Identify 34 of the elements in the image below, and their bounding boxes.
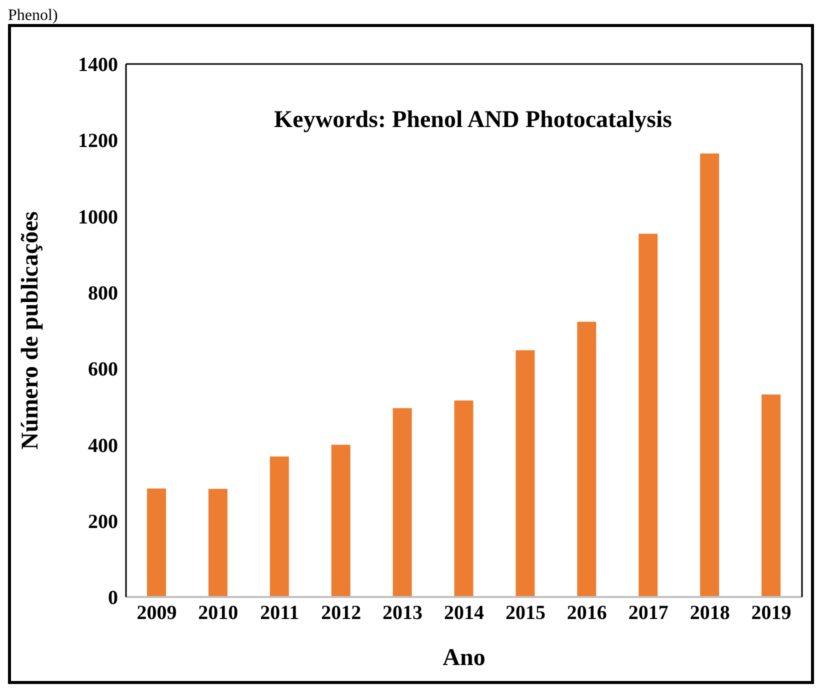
y-tick-label: 0	[108, 587, 118, 610]
y-tick-label: 200	[88, 510, 118, 533]
bar	[638, 234, 658, 597]
y-axis-title: Número de publicações	[18, 211, 44, 450]
bar	[577, 322, 596, 597]
x-tick-label: 2010	[198, 602, 238, 624]
x-tick-label: 2012	[321, 602, 362, 624]
bar	[762, 394, 781, 597]
x-axis-title: Ano	[442, 645, 486, 671]
y-tick-label: 800	[88, 282, 118, 305]
bar	[454, 400, 474, 597]
x-tick-label: 2019	[751, 602, 792, 624]
x-tick-label: 2014	[444, 602, 484, 624]
y-tick-label: 1400	[78, 54, 118, 76]
bar	[700, 153, 720, 597]
bar	[331, 444, 350, 597]
bar	[270, 456, 289, 597]
bar	[147, 488, 166, 597]
x-tick-label: 2013	[382, 602, 423, 624]
text: Phenol)	[8, 7, 59, 24]
x-tick-label: 2011	[260, 602, 300, 624]
x-tick-label: 2009	[136, 602, 177, 624]
x-tick-label: 2015	[505, 602, 546, 624]
y-tick-label: 1000	[78, 206, 118, 228]
y-tick-label: 400	[88, 434, 118, 457]
y-tick-label: 1200	[78, 130, 118, 152]
bar	[392, 408, 412, 597]
bar	[208, 488, 228, 597]
text: Keywords: Phenol AND Photocatalysis	[273, 107, 673, 134]
x-tick-label: 2016	[566, 602, 607, 624]
x-tick-label: 2017	[628, 602, 668, 624]
bar	[516, 350, 535, 597]
y-tick-label: 600	[88, 358, 118, 381]
x-tick-label: 2018	[690, 602, 730, 624]
